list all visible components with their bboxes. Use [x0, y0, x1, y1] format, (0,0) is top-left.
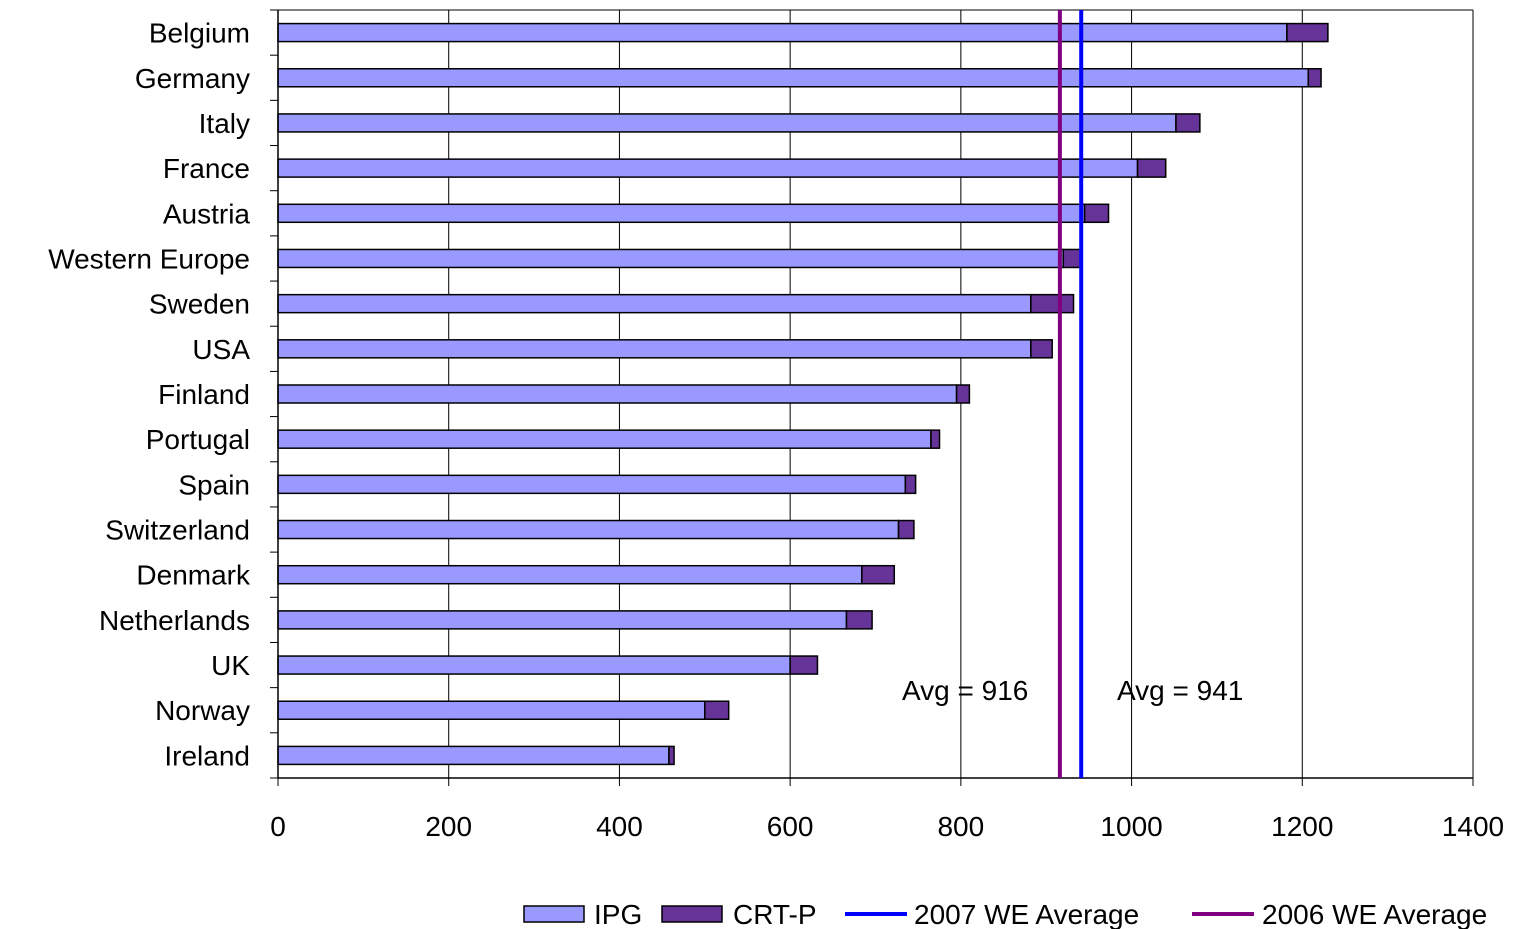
- bar-ipg-portugal: [277, 429, 932, 449]
- bar-ipg-western-europe: [277, 248, 1065, 269]
- legend-ipg: IPG: [523, 899, 642, 929]
- legend-swatch: [661, 905, 723, 923]
- bar-ipg-switzerland: [277, 519, 900, 540]
- bar-crt-p-denmark: [861, 564, 896, 585]
- bar-crt-p-austria: [1083, 203, 1110, 224]
- x-tick-label: 1200: [1271, 811, 1333, 842]
- axes: [270, 9, 1474, 786]
- bar-ipg-germany: [277, 68, 1310, 88]
- bar-crt-p-netherlands: [845, 610, 873, 630]
- x-tick-label: 0: [270, 811, 286, 842]
- category-label: France: [163, 153, 250, 184]
- bar-ipg-spain: [277, 474, 907, 495]
- category-label: Spain: [178, 469, 250, 500]
- bar-ipg-netherlands: [277, 610, 848, 630]
- category-label: Belgium: [149, 18, 250, 49]
- bar-ipg-norway: [277, 700, 706, 720]
- legend-crt-p: CRT-P: [661, 899, 817, 929]
- bar-crt-p-uk: [789, 655, 819, 675]
- bar-ipg-sweden: [277, 293, 1032, 314]
- category-label: Switzerland: [105, 515, 250, 546]
- bar-crt-p-sweden: [1030, 293, 1075, 314]
- category-label: USA: [192, 334, 250, 365]
- category-label: Sweden: [149, 289, 250, 320]
- category-label: Netherlands: [99, 605, 250, 636]
- x-tick-label: 400: [596, 811, 643, 842]
- category-label: Portugal: [146, 424, 250, 455]
- bar-crt-p-belgium: [1286, 22, 1329, 43]
- bar-crt-p-spain: [904, 474, 917, 495]
- x-tick-label: 800: [937, 811, 984, 842]
- legend: IPG CRT-P 2007 WE Average 2006 WE Average: [523, 899, 1487, 929]
- bar-crt-p-switzerland: [897, 519, 915, 540]
- x-tick-label: 200: [425, 811, 472, 842]
- x-tick-label: 600: [767, 811, 814, 842]
- legend-label: IPG: [594, 899, 642, 929]
- bar-ipg-austria: [277, 203, 1086, 224]
- bar-ipg-finland: [277, 384, 958, 404]
- category-label: Finland: [158, 379, 250, 410]
- bar-ipg-usa: [277, 339, 1032, 359]
- bar-ipg-belgium: [277, 22, 1288, 43]
- bars: [277, 22, 1329, 766]
- x-tick-labels: 0 200 400 600 800 1000 1200 1400: [270, 811, 1504, 842]
- legend-swatch: [523, 905, 585, 923]
- category-label: Germany: [135, 63, 250, 94]
- x-tick-label: 1000: [1100, 811, 1162, 842]
- category-label: Austria: [163, 198, 251, 229]
- bar-crt-p-france: [1136, 158, 1167, 178]
- reference-lines: Avg = 941 Avg = 916: [902, 10, 1243, 778]
- category-label: Ireland: [164, 740, 250, 771]
- legend-label: 2007 WE Average: [914, 899, 1139, 929]
- category-labels: Belgium Germany Italy France Austria Western …: [48, 18, 251, 772]
- bar-crt-p-usa: [1030, 339, 1053, 359]
- x-tick-label: 1400: [1442, 811, 1504, 842]
- legend-label: CRT-P: [733, 899, 817, 929]
- annotation-average: Avg = 916: [902, 675, 1028, 706]
- bar-ipg-france: [277, 158, 1139, 178]
- bar-crt-p-western-europe: [1062, 248, 1082, 269]
- legend-2006-we-average: 2006 WE Average: [1192, 899, 1487, 929]
- legend-label: 2006 WE Average: [1262, 899, 1487, 929]
- category-label: Denmark: [136, 560, 251, 591]
- legend-2007-we-average: 2007 WE Average: [845, 899, 1139, 929]
- bar-ipg-italy: [277, 113, 1177, 133]
- bar-crt-p-italy: [1175, 113, 1201, 133]
- bar-crt-p-germany: [1307, 68, 1322, 88]
- bar-ipg-uk: [277, 655, 791, 675]
- category-label: Western Europe: [48, 243, 250, 274]
- annotation-average: Avg = 941: [1117, 675, 1243, 706]
- bar-ipg-denmark: [277, 564, 863, 585]
- bar-ipg-ireland: [277, 745, 670, 766]
- category-label: Italy: [199, 108, 250, 139]
- category-label: Norway: [155, 695, 250, 726]
- bar-crt-p-norway: [704, 700, 730, 720]
- bar-crt-p-ireland: [668, 745, 675, 766]
- category-label: UK: [211, 650, 250, 681]
- bar-crt-p-finland: [955, 384, 971, 404]
- bar-crt-p-portugal: [930, 429, 941, 449]
